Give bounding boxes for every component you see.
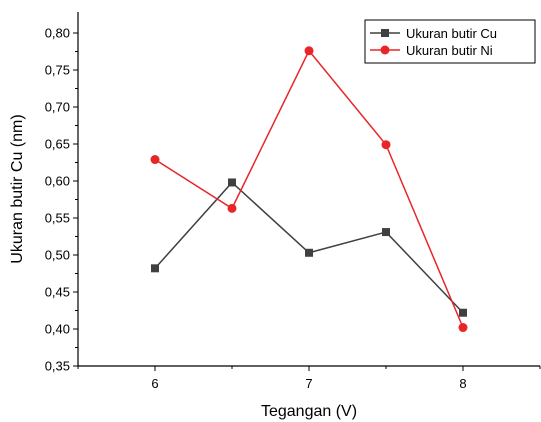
data-point-1 [150, 155, 160, 165]
x-axis-title: Tegangan (V) [261, 403, 357, 420]
y-tick-label: 0,70 [45, 100, 70, 115]
y-axis-ticks: 0,35 0,40 0,45 0,50 0,55 0,60 0,65 0,70 0,75 0,80 [45, 26, 78, 374]
legend: Ukuran butir Cu Ukuran butir Ni [364, 19, 536, 64]
y-tick-label: 0,65 [45, 137, 70, 152]
legend-item-cu: Ukuran butir Cu [370, 26, 497, 41]
series-line-0 [154, 181, 464, 314]
data-point-1 [304, 46, 314, 56]
legend-label-cu: Ukuran butir Cu [406, 26, 497, 41]
y-tick-label: 0,45 [45, 285, 70, 300]
legend-box [364, 19, 536, 64]
y-tick-label: 0,40 [45, 322, 70, 337]
y-tick-label: 0,75 [45, 63, 70, 78]
x-tick-label: 7 [305, 376, 312, 391]
data-point-0 [459, 308, 467, 317]
legend-marker-ni [380, 45, 390, 55]
data-point-1 [381, 140, 391, 150]
x-axis-ticks: 6 7 8 [77, 366, 541, 391]
y-tick-label: 0,60 [45, 174, 70, 189]
data-point-1 [458, 323, 468, 333]
y-tick-label: 0,55 [45, 211, 70, 226]
y-tick-label: 0,35 [45, 359, 70, 374]
legend-item-ni: Ukuran butir Ni [370, 43, 493, 58]
data-point-0 [151, 264, 159, 273]
plot-area [77, 12, 540, 367]
legend-label-ni: Ukuran butir Ni [406, 43, 493, 58]
data-point-0 [228, 178, 236, 187]
data-point-0 [305, 248, 313, 257]
series-line-1 [154, 49, 464, 328]
data-point-0 [382, 228, 390, 237]
y-axis-title: Ukuran butir Cu (nm) [9, 114, 26, 263]
series-layer [150, 46, 468, 333]
y-tick-label: 0,80 [45, 26, 70, 41]
legend-marker-cu [381, 29, 389, 37]
x-tick-label: 6 [151, 376, 158, 391]
y-tick-label: 0,50 [45, 248, 70, 263]
x-tick-label: 8 [459, 376, 466, 391]
data-point-1 [227, 203, 237, 213]
